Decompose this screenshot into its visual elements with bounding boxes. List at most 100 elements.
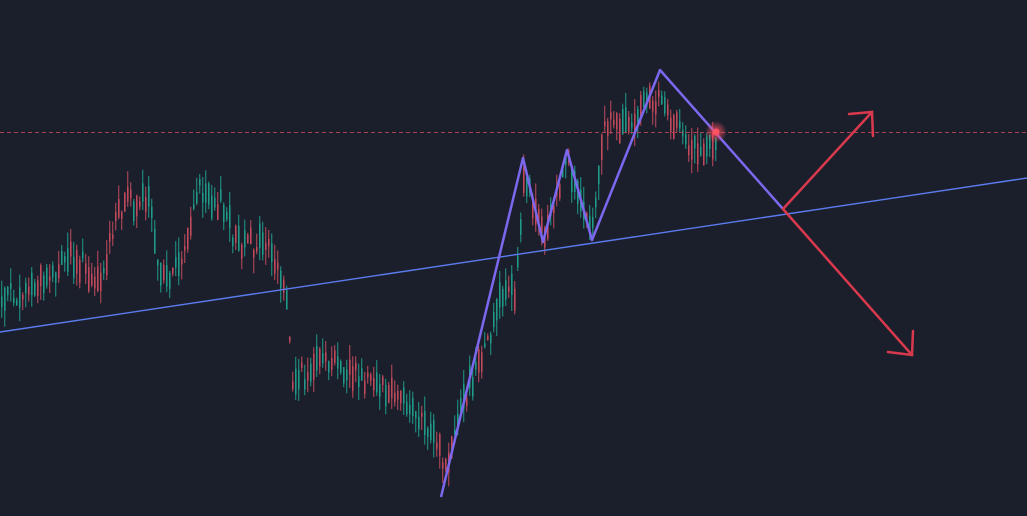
candle-body bbox=[460, 398, 462, 412]
candle-body bbox=[409, 404, 411, 415]
candle-body bbox=[205, 183, 207, 203]
candle-body bbox=[301, 362, 303, 368]
candle-body bbox=[259, 223, 261, 248]
candle-body bbox=[526, 176, 528, 197]
candle-body bbox=[247, 234, 249, 244]
candle-body bbox=[202, 192, 204, 203]
candle-body bbox=[712, 134, 714, 160]
candle-body bbox=[562, 165, 564, 178]
candle-body bbox=[472, 377, 474, 397]
candle-body bbox=[145, 197, 147, 213]
candle-body bbox=[376, 372, 378, 393]
candle-body bbox=[190, 216, 192, 236]
candle-body bbox=[358, 376, 360, 388]
candle-body bbox=[289, 337, 291, 342]
candle-body bbox=[367, 372, 369, 378]
candle-body bbox=[481, 352, 483, 372]
candle-body bbox=[64, 256, 66, 263]
candle-body bbox=[499, 282, 501, 308]
candle-body bbox=[676, 112, 678, 128]
candle-body bbox=[268, 239, 270, 247]
candle-body bbox=[133, 201, 135, 222]
candle-body bbox=[352, 366, 354, 391]
candle-body bbox=[679, 120, 681, 129]
candle-body bbox=[55, 272, 57, 283]
candle-body bbox=[700, 146, 702, 156]
candle-body bbox=[316, 346, 318, 371]
candle-body bbox=[586, 212, 588, 220]
candle-body bbox=[283, 279, 285, 293]
candle-body bbox=[25, 282, 27, 294]
candle-body bbox=[322, 353, 324, 363]
candle-body bbox=[265, 242, 267, 251]
candle-body bbox=[595, 197, 597, 208]
candle-body bbox=[667, 104, 669, 116]
candle-body bbox=[607, 121, 609, 137]
candle-body bbox=[565, 157, 567, 165]
candle-body bbox=[34, 282, 36, 296]
candle-body bbox=[493, 312, 495, 328]
candle-body bbox=[136, 195, 138, 217]
candle-body bbox=[181, 258, 183, 265]
candle-body bbox=[454, 429, 456, 435]
candle-body bbox=[706, 136, 708, 157]
candle-body bbox=[286, 290, 288, 310]
candle-body bbox=[172, 267, 174, 274]
candle-body bbox=[619, 118, 621, 144]
candle-body bbox=[7, 286, 9, 296]
candle-body bbox=[430, 423, 432, 441]
candle-body bbox=[142, 183, 144, 202]
trend-line bbox=[0, 177, 1027, 333]
candle-body bbox=[295, 368, 297, 395]
candle-body bbox=[382, 376, 384, 385]
candle-body bbox=[439, 434, 441, 456]
arrow-up-head bbox=[847, 110, 875, 138]
candle-body bbox=[424, 411, 426, 436]
candle-body bbox=[361, 368, 363, 381]
candle-body bbox=[250, 227, 252, 244]
candle-body bbox=[517, 255, 519, 268]
candle-body bbox=[646, 92, 648, 107]
price-dot bbox=[712, 128, 720, 136]
candle-body bbox=[625, 107, 627, 133]
candle-body bbox=[76, 250, 78, 274]
candle-body bbox=[664, 97, 666, 114]
candle-body bbox=[589, 215, 591, 236]
candle-body bbox=[310, 363, 312, 382]
candle-body bbox=[304, 379, 306, 390]
candle-body bbox=[436, 442, 438, 450]
candle-body bbox=[151, 206, 153, 218]
candle-body bbox=[79, 259, 81, 283]
candle-body bbox=[121, 211, 123, 219]
candle-body bbox=[616, 113, 618, 130]
candle-body bbox=[277, 262, 279, 270]
candle-body bbox=[715, 137, 717, 151]
candle-body bbox=[274, 259, 276, 274]
candle-body bbox=[553, 205, 555, 214]
candle-body bbox=[28, 286, 30, 295]
candle-body bbox=[256, 247, 258, 252]
candle-body bbox=[85, 263, 87, 274]
candle-body bbox=[4, 287, 6, 311]
candle-body bbox=[49, 276, 51, 281]
candle-body bbox=[163, 264, 165, 281]
candle-body bbox=[349, 359, 351, 375]
candle-body bbox=[223, 204, 225, 223]
candle-body bbox=[193, 204, 195, 209]
candle-body bbox=[643, 91, 645, 108]
candle-body bbox=[178, 252, 180, 277]
candle-body bbox=[658, 89, 660, 97]
candle-body bbox=[115, 212, 117, 222]
candle-body bbox=[652, 100, 654, 112]
candle-body bbox=[442, 462, 444, 469]
candle-body bbox=[373, 377, 375, 391]
candle-body bbox=[709, 134, 711, 149]
candle-body bbox=[559, 184, 561, 199]
candle-body bbox=[67, 248, 69, 272]
candle-body bbox=[541, 216, 543, 234]
candle-body bbox=[160, 262, 162, 286]
candle-body bbox=[244, 230, 246, 248]
